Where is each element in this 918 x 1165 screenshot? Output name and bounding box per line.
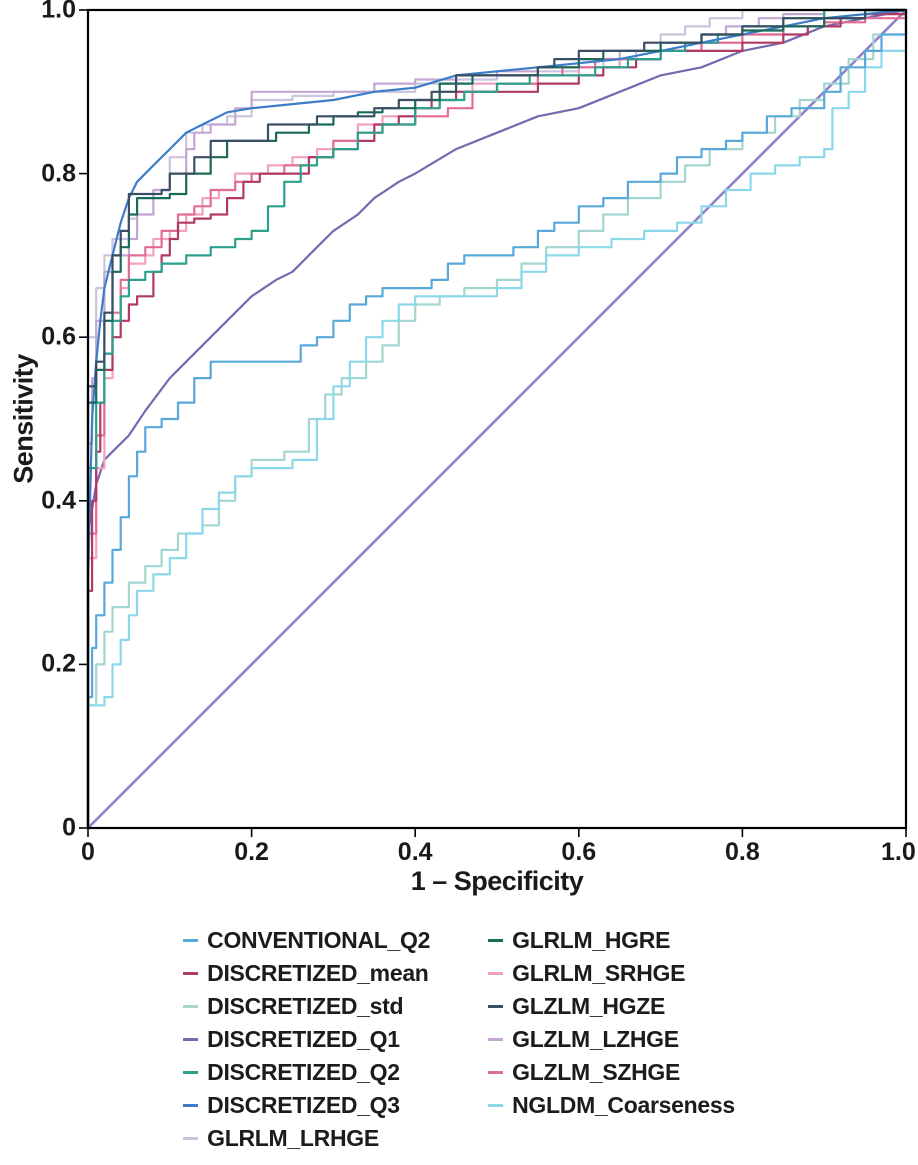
legend-line-swatch (183, 939, 199, 942)
legend-column-1: CONVENTIONAL_Q2 DISCRETIZED_mean DISCRETIZ… (183, 924, 430, 1155)
legend-line-swatch (488, 972, 504, 975)
legend-item-GLZLM_HGZE: GLZLM_HGZE (488, 990, 735, 1023)
legend-item-GLZLM_LZHGE: GLZLM_LZHGE (488, 1023, 735, 1056)
roc-curve-DISCRETIZED_Q3 (86, 8, 907, 828)
legend-label: GLRLM_LRHGE (207, 1125, 379, 1151)
legend-item-DISCRETIZED_Q2: DISCRETIZED_Q2 (183, 1056, 430, 1089)
legend-item-DISCRETIZED_mean: DISCRETIZED_mean (183, 957, 430, 990)
legend-item-GLZLM_SZHGE: GLZLM_SZHGE (488, 1056, 735, 1089)
legend-line-swatch (183, 1104, 199, 1107)
legend-label: GLZLM_LZHGE (512, 1026, 679, 1052)
x-axis-title: 1 – Specificity (410, 866, 584, 896)
legend-column-2: GLRLM_HGRE GLRLM_SRHGE GLZLM_HGZE GLZLM_LZH… (488, 924, 735, 1155)
legend-label: DISCRETIZED_Q1 (207, 1026, 400, 1052)
legend-label: GLRLM_SRHGE (512, 960, 686, 986)
legend-label: GLZLM_HGZE (512, 993, 666, 1019)
roc-curve-GLZLM_HGZE (86, 8, 906, 828)
legend-label: DISCRETIZED_Q2 (207, 1059, 400, 1085)
legend-label: NGLDM_Coarseness (512, 1092, 735, 1118)
plot-border (86, 8, 908, 830)
legend-line-swatch (183, 972, 199, 975)
legend-line-swatch (183, 1038, 199, 1041)
y-tick-label: 0.4 (41, 486, 76, 515)
legend-item-DISCRETIZED_Q1: DISCRETIZED_Q1 (183, 1023, 430, 1056)
x-tick-label: 1.0 (880, 838, 916, 866)
roc-curve-NGLDM_Coarseness (86, 10, 908, 828)
y-tick-label: 0.8 (41, 159, 76, 188)
y-tick-label: 1.0 (41, 0, 76, 24)
legend-item-DISCRETIZED_Q3: DISCRETIZED_Q3 (183, 1089, 430, 1122)
legend-item-CONVENTIONAL_Q2: CONVENTIONAL_Q2 (183, 924, 430, 957)
legend-line-swatch (183, 1005, 199, 1008)
legend-label: DISCRETIZED_mean (207, 960, 429, 986)
legend-line-swatch (488, 1071, 504, 1074)
legend-line-swatch (488, 1038, 504, 1041)
y-tick-label: 0.6 (41, 322, 76, 351)
legend-label: DISCRETIZED_Q3 (207, 1092, 400, 1118)
legend-label: GLRLM_HGRE (512, 927, 671, 953)
legend-label: GLZLM_SZHGE (512, 1059, 681, 1085)
legend-line-swatch (488, 1104, 504, 1107)
roc-curve-CONVENTIONAL_Q2 (86, 10, 908, 828)
legend-item-DISCRETIZED_std: DISCRETIZED_std (183, 990, 430, 1023)
legend-item-GLRLM_LRHGE: GLRLM_LRHGE (183, 1122, 430, 1155)
x-tick-label: 0.6 (561, 838, 597, 866)
reference-line (87, 9, 907, 829)
legend-line-swatch (488, 1005, 504, 1008)
x-tick-label: 0 (81, 838, 95, 866)
x-tick-label: 0.4 (397, 838, 433, 866)
legend-line-swatch (183, 1137, 199, 1140)
legend-label: DISCRETIZED_std (207, 993, 404, 1019)
legend-item-GLRLM_SRHGE: GLRLM_SRHGE (488, 957, 735, 990)
legend-item-NGLDM_Coarseness: NGLDM_Coarseness (488, 1089, 735, 1122)
y-tick-label: 0 (62, 813, 76, 842)
legend: CONVENTIONAL_Q2 DISCRETIZED_mean DISCRETIZ… (0, 924, 918, 1155)
x-tick-label: 0.2 (234, 838, 269, 866)
legend-line-swatch (488, 939, 504, 942)
legend-item-GLRLM_HGRE: GLRLM_HGRE (488, 924, 735, 957)
roc-curve-DISCRETIZED_Q1 (86, 8, 907, 828)
legend-line-swatch (183, 1071, 199, 1074)
x-tick-label: 0.8 (725, 838, 760, 866)
y-axis-title: Sensitivity (8, 354, 39, 484)
legend-label: CONVENTIONAL_Q2 (207, 927, 431, 953)
y-tick-label: 0.2 (41, 649, 76, 678)
